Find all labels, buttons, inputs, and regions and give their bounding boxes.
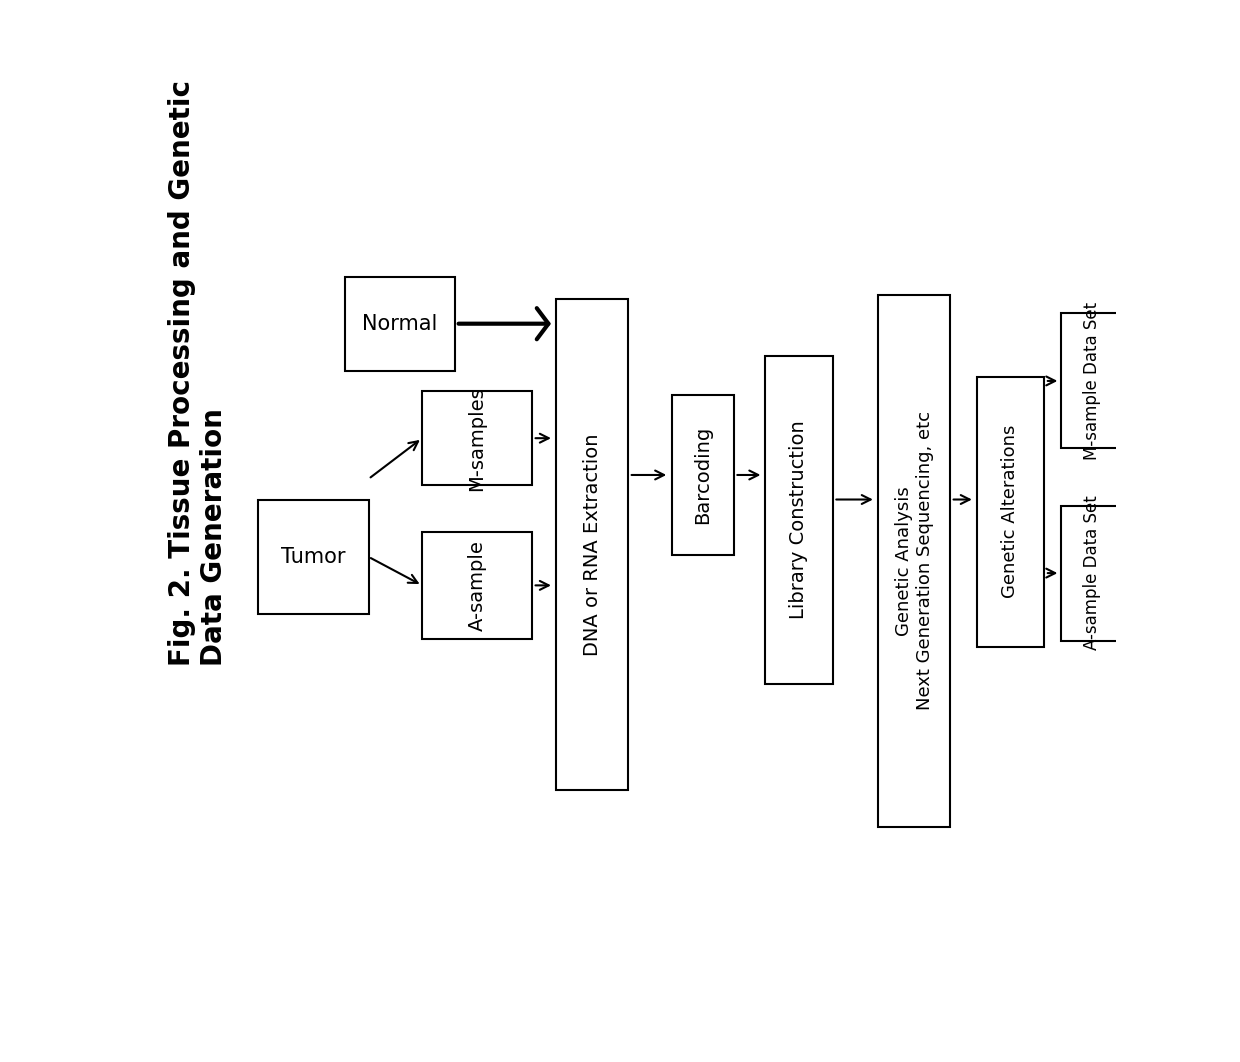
Text: M-samples: M-samples — [467, 386, 486, 491]
Bar — [1060, 506, 1123, 640]
Text: Genetic Analysis
Next Generation Sequencing, etc: Genetic Analysis Next Generation Sequenc… — [895, 411, 934, 710]
Bar — [765, 357, 832, 684]
Bar — [422, 532, 532, 638]
Text: M-sample Data Set: M-sample Data Set — [1083, 302, 1101, 460]
Text: Library Construction: Library Construction — [790, 421, 808, 619]
Bar — [422, 391, 532, 485]
Text: Genetic Alterations: Genetic Alterations — [1001, 425, 1019, 599]
Text: A-sample: A-sample — [467, 539, 486, 631]
Bar — [878, 295, 950, 826]
Text: Barcoding: Barcoding — [693, 426, 712, 525]
Bar — [977, 377, 1044, 647]
Bar — [1060, 313, 1123, 448]
Text: Normal: Normal — [362, 313, 438, 333]
Bar — [258, 499, 368, 614]
Bar — [345, 277, 455, 371]
Text: DNA or RNA Extraction: DNA or RNA Extraction — [583, 433, 601, 655]
Text: Fig. 2. Tissue Processing and Genetic
Data Generation: Fig. 2. Tissue Processing and Genetic Da… — [169, 80, 228, 666]
Text: A-sample Data Set: A-sample Data Set — [1083, 496, 1101, 651]
Bar — [557, 299, 629, 790]
Bar — [672, 395, 734, 554]
Text: Tumor: Tumor — [281, 547, 346, 567]
